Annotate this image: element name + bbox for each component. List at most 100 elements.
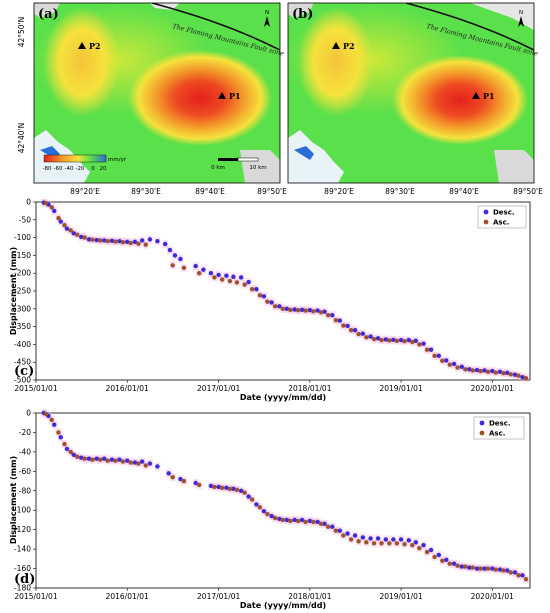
data-point: [459, 364, 464, 370]
y-tick-label: -300: [14, 304, 31, 313]
data-point: [432, 554, 437, 560]
data-point: [333, 317, 339, 323]
data-point: [212, 484, 217, 490]
data-point: [325, 524, 331, 529]
p1-label: P1: [229, 91, 241, 101]
data-point: [322, 309, 327, 314]
data-point: [307, 308, 313, 313]
data-point: [94, 456, 99, 461]
data-point: [482, 566, 487, 571]
north-arrow: N: [518, 10, 524, 27]
data-point: [272, 515, 278, 521]
y-tick-label: -500: [14, 376, 31, 385]
x-tick-label: 2020/01/01: [471, 384, 514, 393]
data-point: [383, 337, 389, 342]
data-point: [485, 369, 491, 375]
data-point: [238, 275, 244, 280]
north-arrow-icon: [264, 16, 270, 27]
data-point: [387, 541, 392, 546]
x-tick-label: 2016/01/01: [106, 592, 149, 601]
data-point: [196, 271, 202, 276]
data-point: [379, 541, 384, 546]
data-point: [234, 487, 240, 493]
p1-subsidence-zone: [392, 55, 528, 145]
fault-line: [151, 3, 280, 51]
legend-marker-asc: [483, 219, 489, 225]
data-point: [167, 247, 173, 253]
legend-marker-desc: [479, 420, 485, 426]
data-point: [52, 208, 57, 214]
data-point: [444, 557, 449, 563]
p2-subsidence-zone: [298, 7, 374, 117]
data-point: [86, 456, 92, 461]
data-point: [208, 483, 214, 489]
lon-label: 89°30'E: [385, 187, 415, 196]
data-point: [120, 459, 126, 464]
p1-marker: [218, 92, 226, 99]
data-point: [516, 573, 521, 578]
data-point: [219, 277, 225, 282]
data-point: [391, 537, 396, 542]
data-point: [333, 528, 339, 533]
data-point: [360, 535, 366, 540]
data-point: [181, 265, 187, 271]
data-point: [269, 513, 274, 519]
x-tick-label: 2017/01/01: [197, 592, 240, 601]
data-point: [90, 237, 95, 242]
y-axis-title: Displacement (mm): [9, 456, 18, 544]
data-point: [516, 373, 521, 378]
data-point: [307, 518, 313, 524]
displacement-chart-c: 0 -50 -100 -150 -200 -250 -300 -350 -400 -450 -500…: [9, 198, 531, 402]
p1-subsidence-zone: [128, 50, 272, 146]
data-point: [356, 539, 361, 544]
displacement-chart-d: 0 -20 -40 -60 -80 -100 -120 -140 -160 -180 2015/0…: [9, 409, 531, 610]
data-point: [520, 374, 525, 380]
data-point: [128, 240, 133, 246]
data-point: [90, 457, 95, 462]
data-point: [463, 367, 468, 372]
data-point: [117, 238, 122, 244]
panel-letter-d: (d): [14, 572, 35, 587]
data-point: [444, 358, 449, 363]
data-point: [463, 564, 468, 569]
data-point: [64, 226, 70, 231]
data-point: [234, 280, 240, 285]
fault-line: [405, 3, 534, 51]
data-point: [193, 263, 198, 269]
y-tick-label: 0: [26, 198, 31, 207]
data-point: [212, 275, 217, 280]
nodata-patch: [288, 3, 314, 18]
data-point: [162, 241, 168, 247]
data-point: [113, 239, 118, 244]
data-point: [43, 200, 49, 206]
y-tick-label: -100: [14, 233, 31, 242]
data-point: [170, 474, 175, 480]
data-point: [249, 287, 255, 292]
data-point: [467, 565, 472, 570]
data-point: [102, 238, 107, 243]
data-point: [345, 531, 350, 536]
data-point: [421, 341, 426, 346]
data-point: [242, 490, 247, 495]
data-point: [227, 278, 233, 284]
data-point: [505, 370, 510, 376]
p2-subsidence-zone: [44, 7, 120, 117]
data-point: [120, 240, 126, 245]
data-point: [490, 566, 495, 571]
data-point: [62, 222, 67, 228]
colorbar: mm/yr -80 -60 -40 -20 0 20: [43, 154, 127, 172]
data-point: [485, 566, 491, 571]
data-point: [295, 308, 301, 313]
data-point: [269, 300, 274, 305]
data-point: [402, 542, 407, 547]
data-point: [224, 485, 229, 491]
data-point: [257, 293, 263, 298]
data-point: [447, 561, 452, 566]
colorbar-tick: -20: [76, 166, 85, 172]
data-point: [105, 238, 110, 244]
data-point: [375, 336, 381, 341]
data-point: [364, 540, 369, 545]
data-point: [246, 279, 251, 285]
data-point: [201, 267, 206, 272]
north-arrow: N: [264, 10, 270, 27]
